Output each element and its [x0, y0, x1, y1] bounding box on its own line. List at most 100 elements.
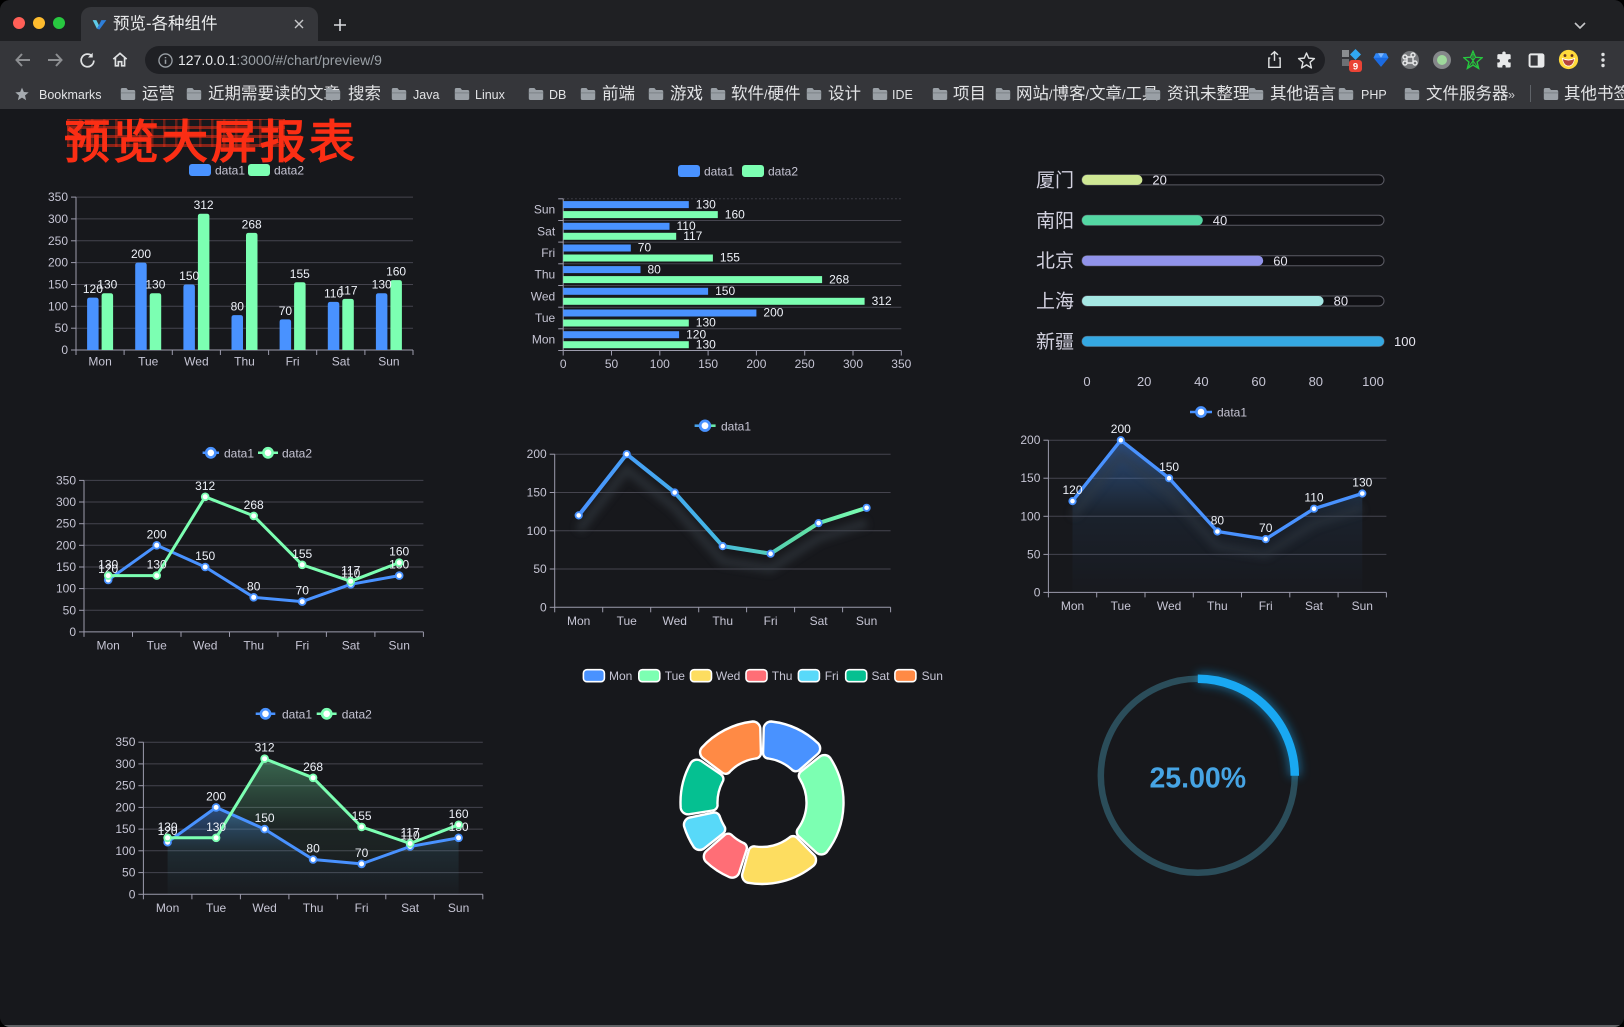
svg-text:268: 268 — [242, 217, 262, 231]
svg-text:250: 250 — [56, 517, 76, 531]
svg-text:data1: data1 — [224, 446, 254, 460]
svg-text:Thu: Thu — [535, 268, 556, 282]
svg-text:Sun: Sun — [389, 638, 410, 652]
svg-text:268: 268 — [244, 498, 264, 512]
svg-text:117: 117 — [401, 826, 420, 840]
svg-text:120: 120 — [98, 562, 118, 576]
svg-text:Sat: Sat — [401, 901, 420, 915]
svg-text:40: 40 — [1213, 213, 1227, 228]
svg-text:155: 155 — [720, 251, 740, 265]
svg-text:250: 250 — [795, 357, 815, 371]
svg-text:data1: data1 — [215, 164, 245, 178]
svg-text:data1: data1 — [282, 707, 312, 721]
svg-text:110: 110 — [401, 829, 420, 843]
svg-text:25.00%: 25.00% — [1149, 762, 1246, 794]
svg-text:0: 0 — [61, 343, 68, 357]
svg-text:250: 250 — [48, 234, 68, 248]
svg-text:50: 50 — [122, 866, 136, 880]
svg-text:Wed: Wed — [252, 901, 276, 915]
svg-text:80: 80 — [1309, 374, 1323, 389]
svg-text:150: 150 — [48, 278, 68, 292]
svg-text:200: 200 — [763, 306, 783, 320]
svg-text:50: 50 — [63, 603, 77, 617]
svg-text:268: 268 — [303, 760, 323, 774]
svg-text:Tue: Tue — [206, 901, 227, 915]
svg-text:160: 160 — [449, 807, 469, 821]
svg-text:Tue: Tue — [665, 669, 686, 683]
svg-text:厦门: 厦门 — [1036, 169, 1074, 191]
svg-text:Thu: Thu — [243, 638, 264, 652]
svg-text:Tue: Tue — [138, 355, 159, 369]
svg-text:350: 350 — [891, 357, 911, 371]
svg-text:312: 312 — [255, 741, 275, 755]
svg-text:Mon: Mon — [532, 333, 555, 347]
svg-text:160: 160 — [725, 207, 745, 221]
svg-text:300: 300 — [56, 495, 76, 509]
svg-text:100: 100 — [48, 299, 68, 313]
svg-text:200: 200 — [56, 538, 76, 552]
svg-text:200: 200 — [147, 527, 167, 541]
svg-text:300: 300 — [48, 212, 68, 226]
svg-text:Mon: Mon — [156, 901, 179, 915]
svg-text:80: 80 — [648, 262, 662, 276]
svg-text:50: 50 — [1027, 547, 1041, 561]
svg-text:50: 50 — [533, 562, 547, 576]
svg-text:155: 155 — [290, 267, 310, 281]
svg-text:150: 150 — [115, 822, 135, 836]
svg-text:70: 70 — [1259, 521, 1273, 535]
svg-text:130: 130 — [145, 278, 165, 292]
svg-text:110: 110 — [677, 219, 696, 233]
svg-text:120: 120 — [158, 824, 178, 838]
svg-text:130: 130 — [147, 558, 167, 572]
svg-text:Sun: Sun — [922, 669, 943, 683]
svg-text:130: 130 — [1352, 476, 1372, 490]
svg-text:100: 100 — [1362, 374, 1384, 389]
svg-text:70: 70 — [638, 241, 652, 255]
svg-text:150: 150 — [255, 811, 275, 825]
svg-text:200: 200 — [206, 789, 226, 803]
svg-text:200: 200 — [746, 357, 766, 371]
svg-text:Fri: Fri — [541, 246, 555, 260]
svg-text:70: 70 — [296, 584, 310, 598]
svg-text:data2: data2 — [768, 165, 798, 179]
svg-text:Sun: Sun — [448, 901, 469, 915]
svg-text:Fri: Fri — [355, 901, 369, 915]
svg-text:Wed: Wed — [184, 355, 208, 369]
svg-text:120: 120 — [1062, 483, 1082, 497]
svg-text:Tue: Tue — [1111, 599, 1132, 613]
svg-text:200: 200 — [1111, 422, 1131, 436]
svg-text:Wed: Wed — [716, 669, 740, 683]
svg-text:Mon: Mon — [609, 669, 632, 683]
svg-text:155: 155 — [352, 809, 372, 823]
svg-text:新疆: 新疆 — [1036, 331, 1074, 353]
svg-text:200: 200 — [48, 256, 68, 270]
svg-text:130: 130 — [206, 820, 226, 834]
svg-text:80: 80 — [1211, 514, 1225, 528]
svg-text:350: 350 — [115, 735, 135, 749]
svg-text:Mon: Mon — [1061, 599, 1084, 613]
svg-text:130: 130 — [158, 820, 178, 834]
svg-text:200: 200 — [115, 800, 135, 814]
svg-text:300: 300 — [115, 757, 135, 771]
svg-text:Mon: Mon — [97, 638, 120, 652]
svg-text:Fri: Fri — [764, 614, 778, 628]
svg-text:130: 130 — [372, 278, 392, 292]
svg-text:上海: 上海 — [1036, 291, 1074, 313]
svg-text:Thu: Thu — [303, 901, 324, 915]
svg-text:9: 9 — [1353, 62, 1358, 73]
svg-text:160: 160 — [386, 265, 406, 279]
svg-text:Wed: Wed — [662, 614, 686, 628]
svg-text:312: 312 — [194, 198, 214, 212]
svg-text:130: 130 — [98, 558, 118, 572]
svg-text:100: 100 — [527, 524, 547, 538]
svg-text:150: 150 — [56, 560, 76, 574]
svg-text:200: 200 — [527, 447, 547, 461]
svg-text:120: 120 — [686, 327, 706, 341]
svg-text:100: 100 — [115, 844, 135, 858]
svg-text:150: 150 — [195, 549, 215, 563]
svg-text:Sun: Sun — [856, 614, 877, 628]
svg-text:data2: data2 — [342, 707, 372, 721]
svg-text:Sat: Sat — [537, 224, 556, 238]
svg-text:150: 150 — [1020, 471, 1040, 485]
svg-text:Sun: Sun — [378, 355, 399, 369]
